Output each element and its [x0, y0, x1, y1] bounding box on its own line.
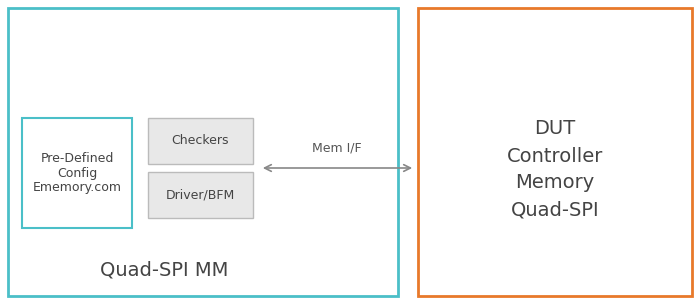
Text: Checkers: Checkers — [172, 134, 229, 147]
Bar — [418, 8, 692, 296]
Text: Memory: Memory — [515, 174, 594, 192]
Bar — [8, 8, 398, 296]
Text: Mem I/F: Mem I/F — [312, 141, 362, 154]
Bar — [22, 118, 132, 228]
Text: Controller: Controller — [507, 147, 603, 165]
Text: DUT: DUT — [534, 119, 575, 139]
Bar — [148, 118, 253, 164]
Text: Driver/BFM: Driver/BFM — [165, 188, 234, 202]
Text: Quad-SPI: Quad-SPI — [511, 201, 599, 219]
Text: Pre-Defined
Config
Ememory.com: Pre-Defined Config Ememory.com — [32, 151, 122, 195]
Text: Quad-SPI MM: Quad-SPI MM — [100, 261, 228, 279]
Bar — [148, 172, 253, 218]
